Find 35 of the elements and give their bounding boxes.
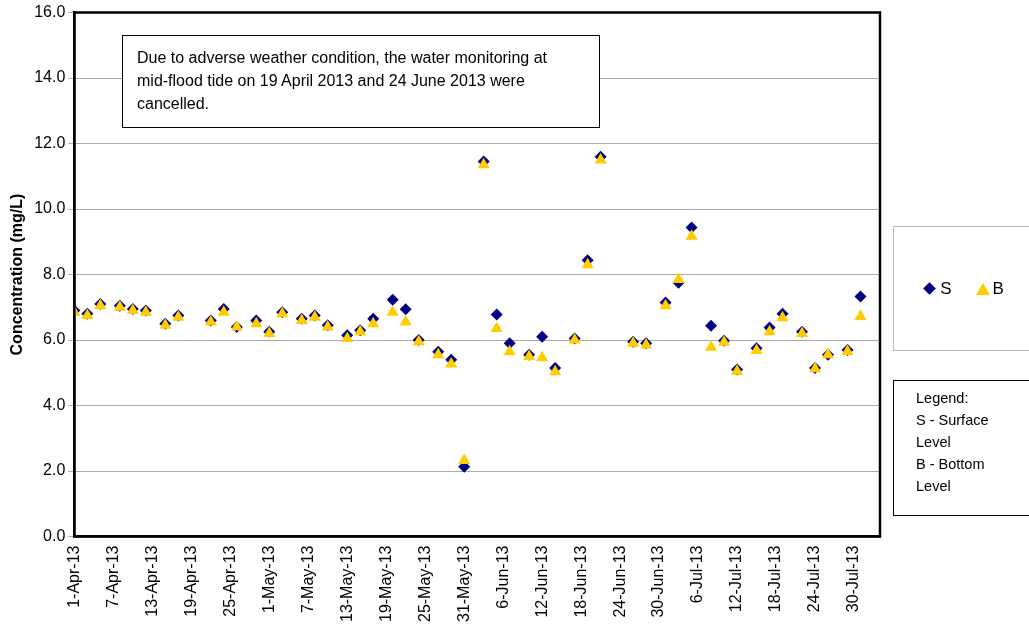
legend-label: S [940, 278, 952, 299]
y-tick-label: 12.0 [34, 133, 66, 151]
x-tick-label: 18-Jul-13 [766, 545, 784, 613]
x-tick-label: 13-Apr-13 [142, 545, 160, 617]
x-tick-label: 18-Jun-13 [571, 545, 589, 618]
x-tick-label: 7-May-13 [298, 545, 316, 614]
x-tick-label: 1-Apr-13 [64, 545, 82, 608]
x-tick-label: 25-May-13 [415, 545, 433, 623]
legend-label: B [992, 278, 1004, 299]
x-tick-label: 24-Jul-13 [805, 545, 823, 613]
x-tick-label: 19-May-13 [376, 545, 394, 623]
x-tick-label: 24-Jun-13 [610, 545, 628, 618]
x-tick-label: 31-May-13 [454, 545, 472, 623]
y-tick-label: 14.0 [34, 68, 66, 86]
y-tick-label: 2.0 [43, 461, 66, 479]
y-tick-label: 10.0 [34, 199, 66, 217]
text-box: Due to adverse weather condition, the water monitoring at mid-flood tide on 19 April 2013 and 24 June 2013 were cancelled. [122, 35, 600, 128]
y-tick-label: 0.0 [43, 526, 66, 544]
x-tick-label: 30-Jun-13 [649, 545, 667, 618]
x-tick-label: 13-May-13 [337, 545, 355, 623]
x-tick-label: 6-Jun-13 [493, 545, 511, 609]
x-tick-label: 19-Apr-13 [181, 545, 199, 617]
y-tick-label: 16.0 [34, 3, 66, 21]
x-tick-label: 7-Apr-13 [103, 545, 121, 608]
y-tick-label: 4.0 [43, 395, 66, 413]
y-axis-title: Concentration (mg/L) [8, 193, 26, 356]
x-tick-label: 1-May-13 [259, 545, 277, 614]
text-box: Legend: S - Surface Level B - Bottom Level [893, 380, 1029, 516]
x-tick-label: 30-Jul-13 [844, 545, 862, 613]
x-tick-label: 12-Jun-13 [532, 545, 550, 618]
y-tick-label: 8.0 [43, 264, 66, 282]
x-tick-label: 6-Jul-13 [688, 545, 706, 604]
y-tick-label: 6.0 [43, 330, 66, 348]
x-tick-label: 25-Apr-13 [220, 545, 238, 617]
x-tick-label: 12-Jul-13 [727, 545, 745, 613]
